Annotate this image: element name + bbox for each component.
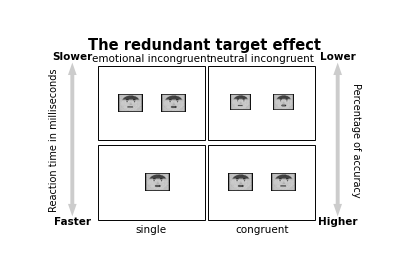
Bar [98,66,205,140]
Text: Percentage of accuracy: Percentage of accuracy [351,83,361,198]
Text: neutral incongruent: neutral incongruent [210,54,314,64]
Polygon shape [68,63,77,216]
Bar [208,145,315,220]
Text: Lower: Lower [320,52,356,62]
Text: The redundant target effect: The redundant target effect [88,38,322,53]
Bar [98,145,205,220]
Bar [208,66,315,140]
Text: Higher: Higher [318,217,358,227]
Text: Faster: Faster [54,217,91,227]
Text: Slower: Slower [52,52,92,62]
Text: single: single [136,225,167,235]
Polygon shape [333,63,342,216]
Text: emotional incongruent: emotional incongruent [92,54,211,64]
Text: Reaction time in milliseconds: Reaction time in milliseconds [49,69,59,212]
Text: congruent: congruent [235,225,288,235]
